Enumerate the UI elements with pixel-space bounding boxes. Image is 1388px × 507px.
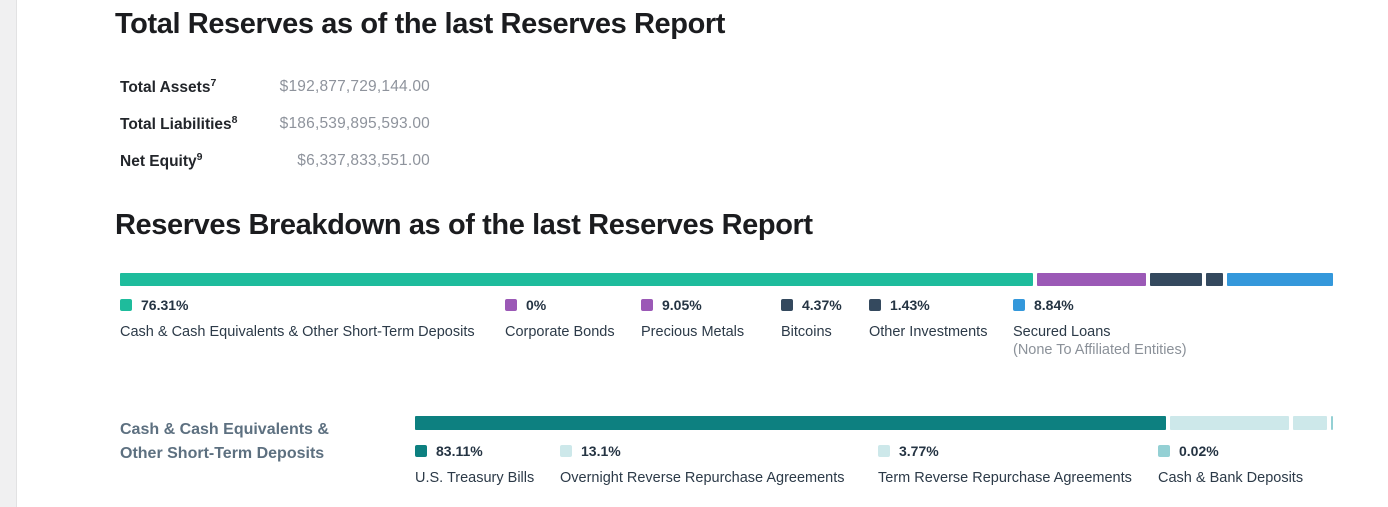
reserves-breakdown-legend: 76.31% Cash & Cash Equivalents & Other S… [120,297,1333,363]
overnight-repo-pct: 13.1% [581,442,621,459]
legend-item-other-investments: 1.43% Other Investments [869,297,987,341]
total-assets-row: Total Assets7 $192,877,729,144.00 [120,68,1333,105]
legend-item-term-repo: 3.77% Term Reverse Repurchase Agreements [878,443,1132,487]
bitcoins-pct: 4.37% [802,296,842,313]
total-liabilities-label: Total Liabilities8 [120,113,238,133]
bar-segment [1037,272,1146,286]
total-liabilities-value: $186,539,895,593.00 [279,114,430,132]
treasury-bills-pct: 83.11% [436,442,483,459]
secured-loans-swatch-icon [1013,298,1025,311]
totals-list: Total Assets7 $192,877,729,144.00 Total … [115,68,1333,179]
term-repo-pct: 3.77% [899,442,939,459]
page-left-margin-strip [0,0,17,507]
overnight-repo-swatch-icon [560,444,572,457]
cash-bank-deposits-pct: 0.02% [1179,442,1219,459]
cash-equivalents-swatch-icon [120,298,132,311]
secured-loans-label: Secured Loans (None To Affiliated Entiti… [1013,323,1187,358]
precious-metals-pct: 9.05% [662,296,702,313]
cash-equivalents-breakdown-chart: Cash & Cash Equivalents & Other Short-Te… [115,415,1334,487]
legend-item-cash-equivalents: 76.31% Cash & Cash Equivalents & Other S… [120,297,475,341]
secured-loans-pct: 8.84% [1034,296,1074,313]
corporate-bonds-label: Corporate Bonds [505,323,615,340]
precious-metals-label: Precious Metals [641,323,745,340]
net-equity-label: Net Equity9 [120,150,203,170]
legend-item-cash-bank-deposits: 0.02% Cash & Bank Deposits [1158,443,1303,487]
reserves-breakdown-heading: Reserves Breakdown as of the last Reserv… [115,209,813,242]
bar-segment [1227,272,1333,286]
cash-bank-deposits-label: Cash & Bank Deposits [1158,469,1304,486]
footnote-9: 9 [196,150,203,163]
bar-segment [1331,415,1334,430]
bar-segment [1170,415,1289,430]
secured-loans-sublabel: (None To Affiliated Entities) [1013,341,1187,358]
reserves-report-content: Total Reserves as of the last Reserves R… [115,0,1334,487]
reserves-breakdown-chart: 76.31% Cash & Cash Equivalents & Other S… [115,272,1333,363]
legend-item-treasury-bills: 83.11% U.S. Treasury Bills [415,443,534,487]
overnight-repo-label: Overnight Reverse Repurchase Agreements [560,469,845,486]
legend-item-precious-metals: 9.05% Precious Metals [641,297,744,341]
total-reserves-heading: Total Reserves as of the last Reserves R… [115,8,726,40]
term-repo-label: Term Reverse Repurchase Agreements [878,469,1132,486]
term-repo-swatch-icon [878,444,890,457]
footnote-8: 8 [231,113,238,126]
bar-segment [1292,415,1328,430]
legend-item-bitcoins: 4.37% Bitcoins [781,297,842,341]
net-equity-value: $6,337,833,551.00 [297,151,430,169]
cash-equivalents-label: Cash & Cash Equivalents & Other Short-Te… [120,323,475,340]
net-equity-row: Net Equity9 $6,337,833,551.00 [120,142,1333,179]
treasury-bills-swatch-icon [415,444,427,457]
legend-item-overnight-repo: 13.1% Overnight Reverse Repurchase Agree… [560,443,845,487]
bitcoins-label: Bitcoins [781,323,832,340]
other-investments-swatch-icon [869,298,881,311]
total-liabilities-row: Total Liabilities8 $186,539,895,593.00 [120,105,1333,142]
cash-equivalents-row-label: Cash & Cash Equivalents & Other Short-Te… [120,420,329,462]
other-investments-pct: 1.43% [890,296,930,313]
cash-equivalents-stacked-bar [415,415,1334,430]
other-investments-label: Other Investments [869,323,988,340]
cash-equivalents-legend: 83.11% U.S. Treasury Bills 13.1% Overnig… [415,443,1333,487]
total-assets-value: $192,877,729,144.00 [279,77,430,95]
legend-item-secured-loans: 8.84% Secured Loans (None To Affiliated … [1013,297,1187,359]
reserves-breakdown-stacked-bar [120,272,1333,286]
bar-segment [1206,272,1224,286]
corporate-bonds-pct: 0% [526,296,547,313]
corporate-bonds-swatch-icon [505,298,517,311]
bar-segment [415,415,1167,430]
bar-segment [120,272,1034,286]
legend-item-corporate-bonds: 0% Corporate Bonds [505,297,615,341]
bitcoins-swatch-icon [781,298,793,311]
bar-segment [1149,272,1203,286]
footnote-7: 7 [210,76,217,89]
cash-bank-deposits-swatch-icon [1158,444,1170,457]
precious-metals-swatch-icon [641,298,653,311]
treasury-bills-label: U.S. Treasury Bills [415,469,535,486]
total-assets-label: Total Assets7 [120,76,217,96]
cash-equivalents-pct: 76.31% [141,296,189,313]
